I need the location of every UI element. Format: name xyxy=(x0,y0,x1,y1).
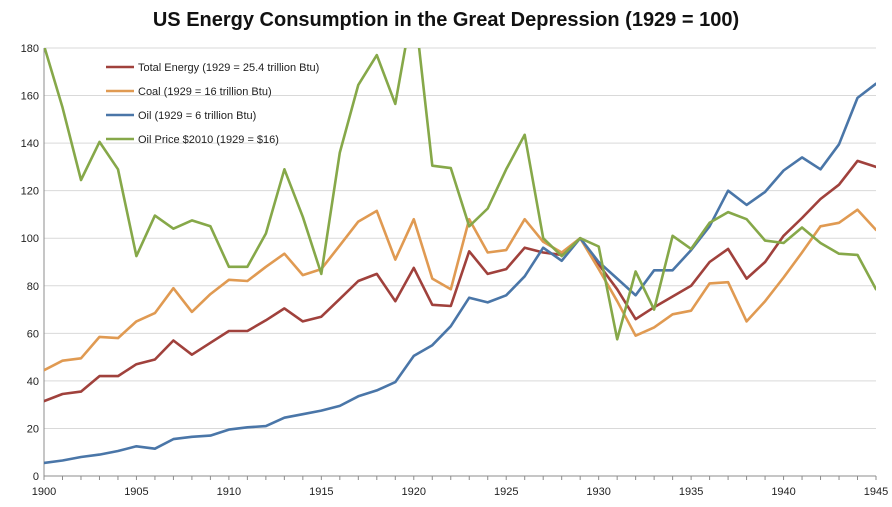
y-tick-label: 40 xyxy=(27,376,39,388)
y-tick-label: 0 xyxy=(33,471,39,483)
legend: Total Energy (1929 = 25.4 trillion Btu) C… xyxy=(106,62,319,146)
x-tick-label: 1920 xyxy=(402,486,426,498)
y-tick-label: 120 xyxy=(21,186,39,198)
x-tick-label: 1925 xyxy=(494,486,518,498)
y-tick-label: 180 xyxy=(21,43,39,55)
gridlines xyxy=(44,48,876,428)
x-tick-label: 1910 xyxy=(217,486,241,498)
y-tick-label: 100 xyxy=(21,233,39,245)
chart-title: US Energy Consumption in the Great Depre… xyxy=(153,9,739,31)
y-tick-label: 60 xyxy=(27,328,39,340)
x-tick-label: 1935 xyxy=(679,486,703,498)
x-tick-label: 1930 xyxy=(586,486,610,498)
legend-entry: Total Energy (1929 = 25.4 trillion Btu) xyxy=(138,62,319,74)
x-tick-label: 1945 xyxy=(864,486,888,498)
legend-entry: Coal (1929 = 16 trillion Btu) xyxy=(138,86,272,98)
x-tick-label: 1915 xyxy=(309,486,333,498)
y-tick-label: 140 xyxy=(21,138,39,150)
y-tick-label: 20 xyxy=(27,423,39,435)
series-line-4 xyxy=(44,0,876,339)
x-tick-label: 1905 xyxy=(124,486,148,498)
energy-line-chart: US Energy Consumption in the Great Depre… xyxy=(0,0,892,507)
x-tick-label: 1940 xyxy=(771,486,795,498)
y-tick-label: 80 xyxy=(27,281,39,293)
legend-entry: Oil Price $2010 (1929 = $16) xyxy=(138,134,279,146)
y-tick-label: 160 xyxy=(21,91,39,103)
legend-entry: Oil (1929 = 6 trillion Btu) xyxy=(138,110,256,122)
x-tick-label: 1900 xyxy=(32,486,56,498)
